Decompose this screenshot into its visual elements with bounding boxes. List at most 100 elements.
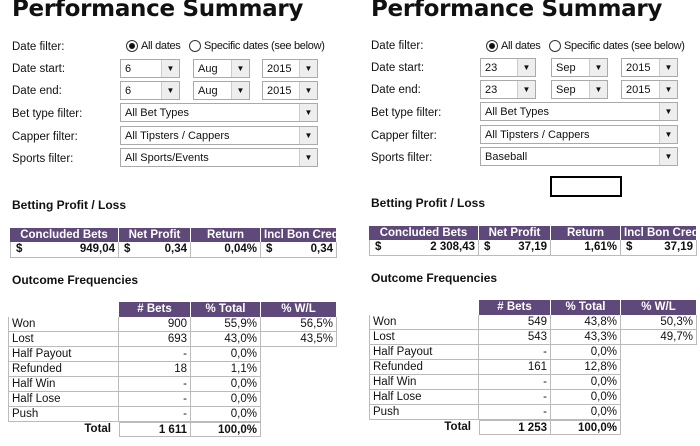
bet-type-filter[interactable]: All Bet Types ▼: [480, 102, 678, 121]
profit-header-incl_bon: Incl Bon Cred: [621, 226, 699, 240]
outcome-bets: 543: [479, 330, 551, 345]
selected-cell[interactable]: [550, 176, 622, 197]
dropdown-button[interactable]: ▼: [589, 81, 607, 98]
outcome-heading: Outcome Frequencies: [12, 273, 139, 287]
outcome-pct-wl: 50,3%: [621, 315, 697, 330]
label-sports: Sports filter:: [12, 153, 74, 165]
outcome-label: Half Lose: [8, 392, 119, 407]
dropdown-value: 23: [485, 83, 498, 96]
dropdown-button[interactable]: ▼: [231, 60, 249, 77]
dropdown-value: Aug: [198, 84, 218, 97]
dropdown-value: All Tipsters / Cappers: [125, 129, 230, 142]
dropdown-arrow-icon: ▼: [236, 86, 245, 95]
dropdown-button[interactable]: ▼: [659, 126, 677, 143]
outcome-bets: -: [119, 407, 191, 422]
dropdown-arrow-icon: ▼: [664, 130, 673, 139]
outcome-pct-total: 12,8%: [551, 360, 621, 375]
dropdown-arrow-icon: ▼: [304, 108, 313, 117]
value: 37,19: [518, 241, 547, 253]
capper-filter[interactable]: All Tipsters / Cappers ▼: [120, 126, 318, 145]
performance-summary-panel-1: Performance Summary Date filter: Date star…: [0, 0, 340, 446]
radio-all-dates[interactable]: All dates: [486, 40, 541, 52]
capper-filter[interactable]: All Tipsters / Cappers ▼: [480, 125, 678, 144]
dropdown-arrow-icon: ▼: [594, 63, 603, 72]
dropdown-button[interactable]: ▼: [231, 82, 249, 99]
date-start-day[interactable]: 6 ▼: [120, 59, 180, 78]
outcome-header: % Total: [551, 300, 621, 315]
dropdown-arrow-icon: ▼: [594, 85, 603, 94]
dropdown-arrow-icon: ▼: [304, 153, 313, 162]
dropdown-value: 6: [125, 62, 132, 75]
outcome-bets: 900: [119, 317, 191, 332]
date-end-day[interactable]: 6 ▼: [120, 81, 180, 100]
currency-symbol: $: [375, 241, 382, 253]
dropdown-button[interactable]: ▼: [659, 81, 677, 98]
sports-filter[interactable]: All Sports/Events ▼: [120, 148, 318, 167]
bet-type-filter[interactable]: All Bet Types ▼: [120, 103, 318, 122]
outcome-label: Half Payout: [8, 347, 119, 362]
profit-header-net: Net Profit: [479, 226, 551, 240]
dropdown-arrow-icon: ▼: [664, 152, 673, 161]
dropdown-arrow-icon: ▼: [664, 63, 673, 72]
radio-specific-dates[interactable]: Specific dates (see below): [189, 40, 325, 52]
outcome-label: Half Win: [369, 375, 479, 390]
total-pct: 100,0%: [191, 422, 261, 437]
radio-all-dates[interactable]: All dates: [126, 40, 181, 52]
total-label: Total: [84, 423, 111, 435]
dropdown-button[interactable]: ▼: [589, 59, 607, 76]
date-start-month[interactable]: Aug ▼: [193, 59, 250, 78]
outcome-header: % W/L: [261, 302, 337, 317]
outcome-header: # Bets: [119, 302, 191, 317]
dropdown-arrow-icon: ▼: [664, 85, 673, 94]
outcome-pct-total: 0,0%: [191, 407, 261, 422]
label-bet-type: Bet type filter:: [371, 107, 442, 119]
radio-specific-dates[interactable]: Specific dates (see below): [549, 40, 685, 52]
currency-symbol: $: [124, 243, 131, 255]
outcome-pct-total: 1,1%: [191, 362, 261, 377]
dropdown-button[interactable]: ▼: [299, 127, 317, 144]
dropdown-button[interactable]: ▼: [299, 149, 317, 166]
dropdown-value: 2015: [267, 84, 292, 97]
profit-value-incl_bon: $37,19: [621, 240, 697, 256]
profit-value-return: 0,04%: [191, 242, 261, 258]
dropdown-button[interactable]: ▼: [659, 148, 677, 165]
radio-label: All dates: [141, 40, 181, 52]
dropdown-button[interactable]: ▼: [161, 82, 179, 99]
profit-header-incl_bon: Incl Bon Cred: [261, 228, 339, 242]
profit-header-concluded: Concluded Bets: [369, 226, 479, 240]
date-end-day[interactable]: 23 ▼: [480, 80, 536, 99]
outcome-pct-total: 0,0%: [551, 345, 621, 360]
date-start-year[interactable]: 2015 ▼: [262, 59, 318, 78]
sports-filter[interactable]: Baseball ▼: [480, 147, 678, 166]
performance-summary-panel-2: Performance Summary Date filter: Date star…: [359, 0, 699, 446]
date-end-month[interactable]: Sep ▼: [551, 80, 608, 99]
profit-value-concluded: $2 308,43: [369, 240, 479, 256]
dropdown-button[interactable]: ▼: [161, 60, 179, 77]
dropdown-arrow-icon: ▼: [664, 107, 673, 116]
outcome-bets: -: [119, 377, 191, 392]
dropdown-button[interactable]: ▼: [517, 81, 535, 98]
label-date-start: Date start:: [12, 63, 66, 75]
outcome-header: % Total: [191, 302, 261, 317]
dropdown-button[interactable]: ▼: [517, 59, 535, 76]
outcome-pct-total: 43,0%: [191, 332, 261, 347]
currency-symbol: $: [266, 243, 273, 255]
dropdown-button[interactable]: ▼: [299, 60, 317, 77]
dropdown-button[interactable]: ▼: [299, 104, 317, 121]
dropdown-button[interactable]: ▼: [299, 82, 317, 99]
date-end-year[interactable]: 2015 ▼: [621, 80, 678, 99]
value: 0,34: [164, 243, 187, 255]
label-capper: Capper filter:: [12, 131, 78, 143]
date-start-day[interactable]: 23 ▼: [480, 58, 536, 77]
outcome-pct-total: 0,0%: [551, 390, 621, 405]
date-start-year[interactable]: 2015 ▼: [621, 58, 678, 77]
date-end-month[interactable]: Aug ▼: [193, 81, 250, 100]
dropdown-button[interactable]: ▼: [659, 59, 677, 76]
value: 0,34: [310, 243, 333, 255]
dropdown-button[interactable]: ▼: [659, 103, 677, 120]
date-end-year[interactable]: 2015 ▼: [262, 81, 318, 100]
date-start-month[interactable]: Sep ▼: [551, 58, 608, 77]
profit-heading: Betting Profit / Loss: [371, 196, 485, 210]
dropdown-value: All Tipsters / Cappers: [485, 128, 590, 141]
outcome-label: Won: [8, 317, 119, 332]
